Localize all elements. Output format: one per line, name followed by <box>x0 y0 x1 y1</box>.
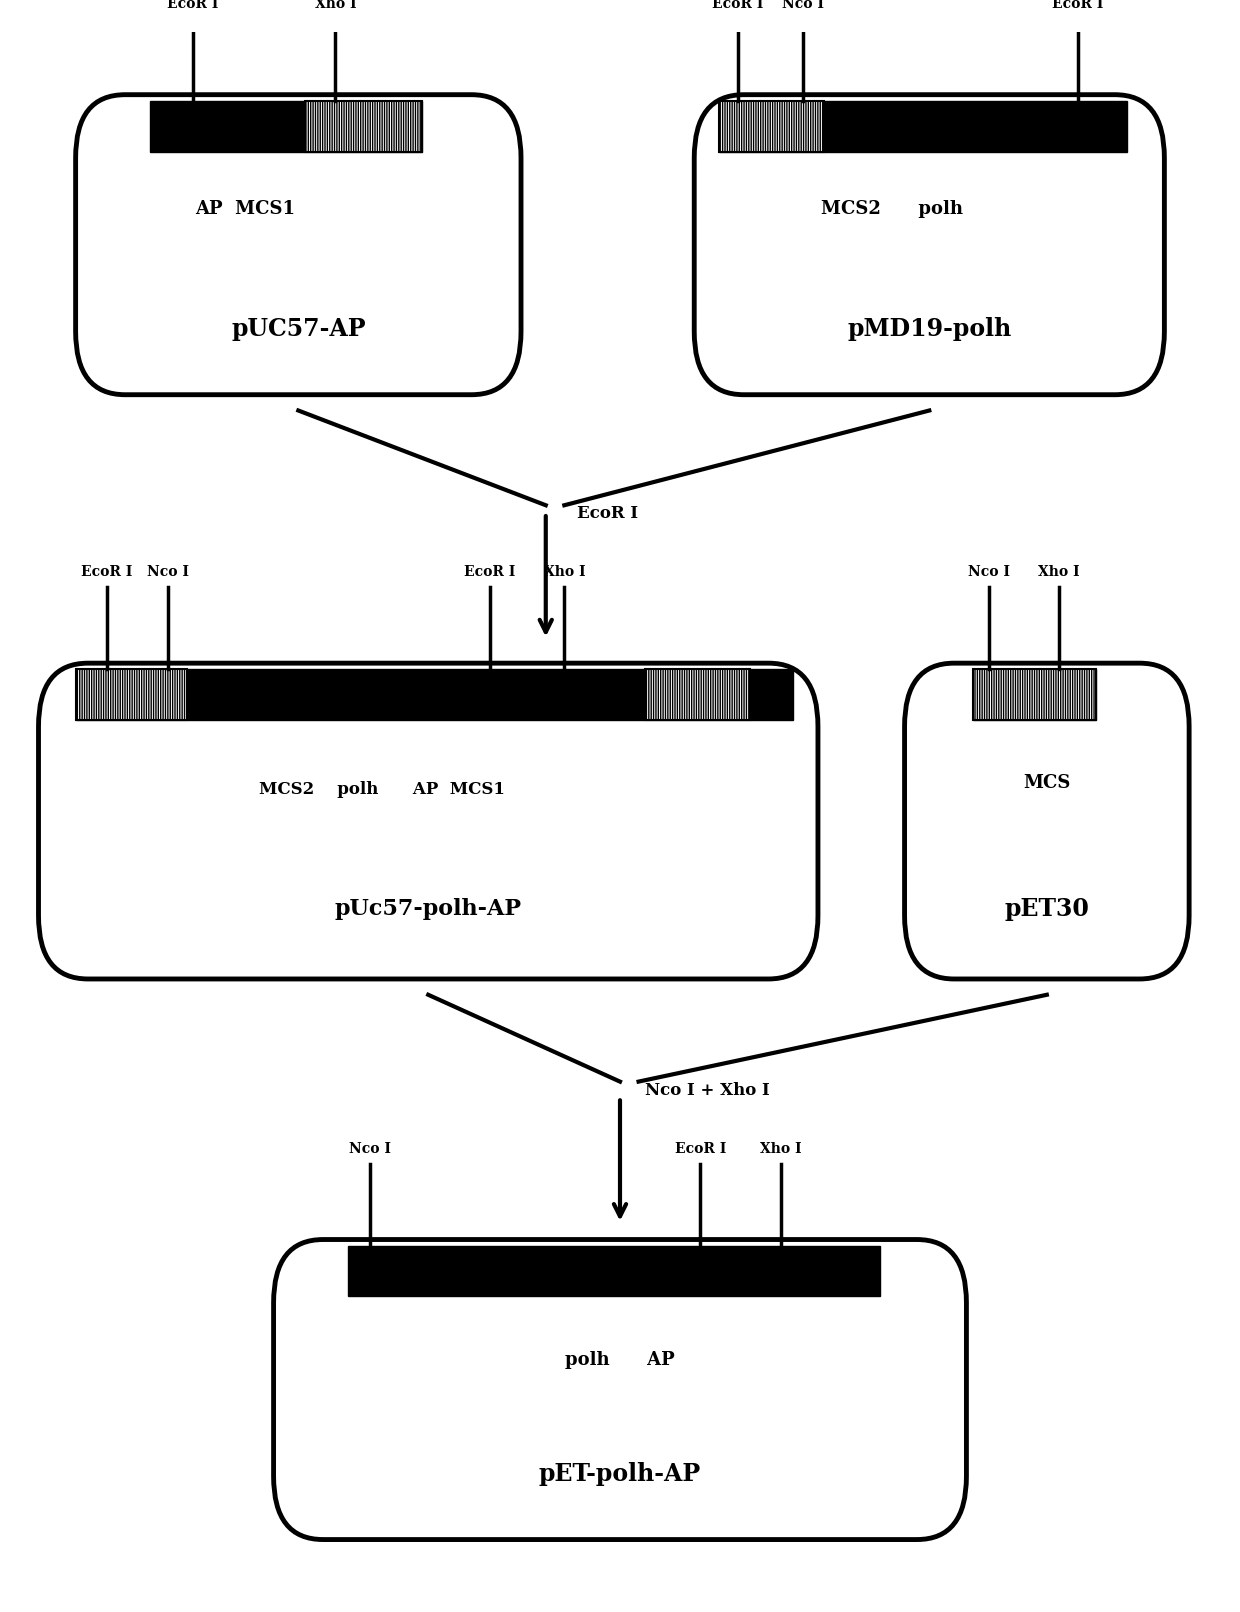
Bar <box>719 102 1127 152</box>
Text: Nco I: Nco I <box>350 1141 391 1156</box>
Text: EcoR I: EcoR I <box>675 1141 727 1156</box>
Text: Xho I: Xho I <box>315 0 356 11</box>
Text: MCS2      polh: MCS2 polh <box>821 200 962 218</box>
Bar <box>719 102 825 152</box>
Bar <box>972 669 1096 721</box>
Text: Nco I + Xho I: Nco I + Xho I <box>645 1082 770 1099</box>
Text: Xho I: Xho I <box>1038 566 1080 579</box>
Bar <box>76 669 187 721</box>
Text: pET30: pET30 <box>1004 898 1089 922</box>
Text: Nco I: Nco I <box>148 566 190 579</box>
FancyBboxPatch shape <box>38 663 818 978</box>
Text: MCS: MCS <box>1023 774 1070 791</box>
Text: EcoR I: EcoR I <box>712 0 764 11</box>
Text: polh      AP: polh AP <box>565 1351 675 1369</box>
Text: Xho I: Xho I <box>543 566 585 579</box>
Bar <box>305 102 422 152</box>
Text: Nco I: Nco I <box>782 0 825 11</box>
Text: Nco I: Nco I <box>967 566 1009 579</box>
Bar <box>150 102 422 152</box>
Text: EcoR I: EcoR I <box>465 566 516 579</box>
FancyBboxPatch shape <box>904 663 1189 978</box>
Text: pET-polh-AP: pET-polh-AP <box>539 1462 701 1486</box>
Bar <box>972 669 1096 721</box>
Text: AP  MCS1: AP MCS1 <box>195 200 295 218</box>
Text: EcoR I: EcoR I <box>167 0 218 11</box>
Bar <box>347 1246 880 1296</box>
Text: pMD19-polh: pMD19-polh <box>847 316 1012 340</box>
FancyBboxPatch shape <box>274 1240 966 1539</box>
FancyBboxPatch shape <box>76 95 521 395</box>
Text: pUc57-polh-AP: pUc57-polh-AP <box>335 898 522 920</box>
Bar <box>645 669 750 721</box>
Text: EcoR I: EcoR I <box>577 505 637 522</box>
Text: EcoR I: EcoR I <box>81 566 133 579</box>
Text: pUC57-AP: pUC57-AP <box>231 316 366 340</box>
Bar <box>76 669 794 721</box>
Text: MCS2    polh      AP  MCS1: MCS2 polh AP MCS1 <box>258 780 505 798</box>
FancyBboxPatch shape <box>694 95 1164 395</box>
Text: Xho I: Xho I <box>760 1141 801 1156</box>
Text: EcoR I: EcoR I <box>1052 0 1104 11</box>
